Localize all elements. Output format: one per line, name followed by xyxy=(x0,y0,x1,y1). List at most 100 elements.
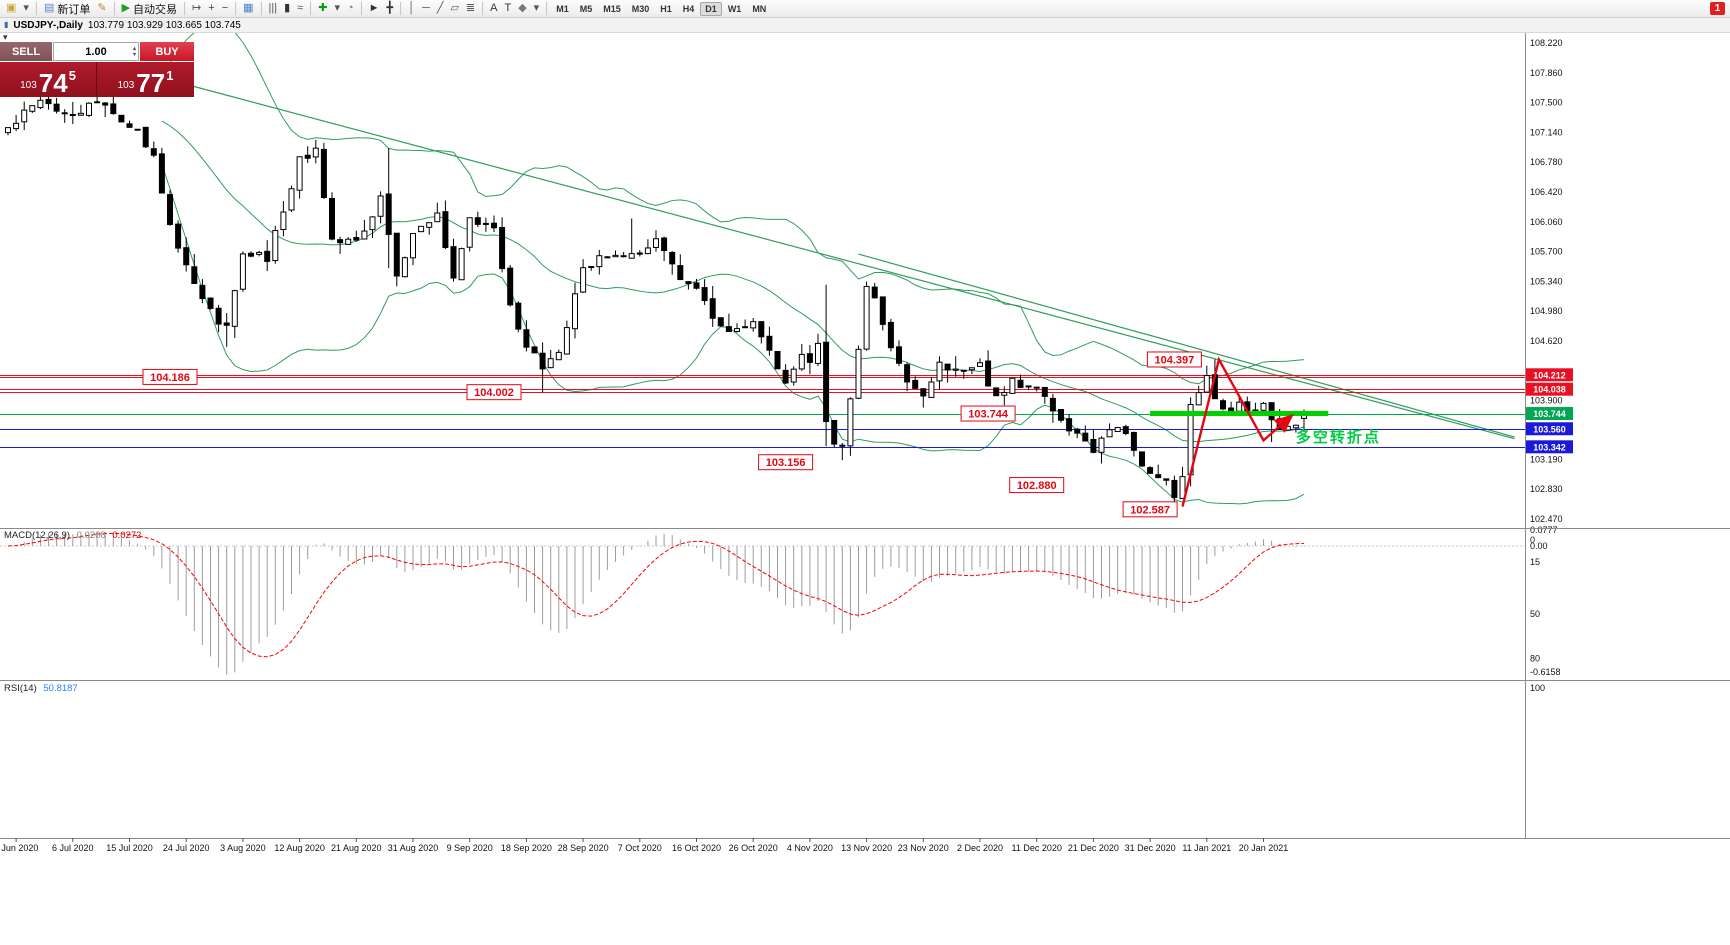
candlestick-chart-icon[interactable]: ▮ xyxy=(281,1,293,16)
tile-windows-icon[interactable]: ▦ xyxy=(240,1,256,16)
price-axis-label: 107.140 xyxy=(1530,127,1563,137)
chart-title: USDJPY-,Daily xyxy=(13,19,83,31)
horizontal-line-icon-glyph: ─ xyxy=(422,2,430,14)
volume-increase-button[interactable]: ▴ xyxy=(132,45,136,52)
timeframe-button-d1[interactable]: D1 xyxy=(700,1,722,16)
toolbar-separator xyxy=(360,2,362,15)
descending-trendline[interactable] xyxy=(858,253,1515,438)
volume-decrease-button[interactable]: ▾ xyxy=(132,51,136,58)
rsi-name: RSI(14) xyxy=(4,683,37,694)
svg-text:104.186: 104.186 xyxy=(150,372,190,384)
toolbar-separator xyxy=(235,2,237,15)
price-flag[interactable]: 103.156 xyxy=(758,454,814,471)
indicators-dropdown-icon[interactable]: ▾ xyxy=(331,1,343,16)
toolbar-separator xyxy=(260,2,262,15)
metaeditor-icon[interactable]: ✎ xyxy=(94,1,109,16)
date-axis-label: 26 Oct 2020 xyxy=(729,843,778,853)
timeframe-button-m30[interactable]: M30 xyxy=(631,3,650,14)
period-dropdown-icon[interactable]: ◔ xyxy=(344,1,357,16)
macd-axis-label: 0.00 xyxy=(1530,541,1548,551)
auto-trading-glyph: ▶ xyxy=(121,2,131,14)
chart-title-bar: ▮ USDJPY-,Daily 103.779 103.929 103.665 … xyxy=(0,18,1730,33)
trendline-icon[interactable]: ╱ xyxy=(434,1,447,16)
indicators-icon[interactable]: ✚ xyxy=(315,1,330,16)
fibonacci-icon[interactable]: ≣ xyxy=(463,1,478,16)
price-path-arrow[interactable] xyxy=(1181,356,1294,507)
price-flag[interactable]: 103.744 xyxy=(960,405,1016,422)
price-flag[interactable]: 104.397 xyxy=(1146,351,1202,368)
price-axis-label: 108.220 xyxy=(1530,38,1563,48)
price-flag[interactable]: 104.186 xyxy=(142,368,198,385)
line-chart-icon[interactable]: ≈ xyxy=(294,1,306,16)
vertical-line-icon[interactable]: │ xyxy=(405,1,418,16)
macd-indicator-label: MACD(12,26,9) 0.0208 0.0272 xyxy=(4,530,141,541)
zoom-out-icon[interactable]: − xyxy=(219,1,231,16)
rsi-value: 50.8187 xyxy=(43,683,78,694)
rsi-indicator xyxy=(0,554,1525,658)
horizontal-line-icon[interactable]: ─ xyxy=(419,1,433,16)
timeframe-button-m1[interactable]: M1 xyxy=(556,3,569,14)
shapes-dropdown-icon[interactable]: ▾ xyxy=(531,1,543,16)
bollinger-upper-band xyxy=(161,33,1305,385)
date-axis-label: 11 Dec 2020 xyxy=(1012,843,1062,853)
price-axis-tag: 103.560 xyxy=(1526,422,1573,436)
price-flag[interactable]: 104.002 xyxy=(466,384,522,401)
scroll-to-end-icon-glyph: ↦ xyxy=(192,2,202,14)
timeframe-button-h1[interactable]: H1 xyxy=(660,3,672,14)
price-flag[interactable]: 102.880 xyxy=(1009,477,1065,494)
ask-big-digits: 77 xyxy=(136,67,166,98)
crosshair-icon[interactable]: ╋ xyxy=(384,1,397,16)
bollinger-middle-band xyxy=(161,120,1305,443)
cursor-icon[interactable]: ► xyxy=(366,1,383,16)
chart-window-icon[interactable]: ▣ xyxy=(3,1,19,16)
timeframe-button-m5[interactable]: M5 xyxy=(579,3,593,14)
buy-button[interactable]: BUY xyxy=(140,42,194,61)
arrows-icon[interactable]: ◆ xyxy=(515,1,529,16)
new-order-button-label: 新订单 xyxy=(57,3,91,16)
toolbar-separator xyxy=(184,2,186,15)
sell-button[interactable]: SELL xyxy=(0,42,52,61)
new-order-button[interactable]: ▤ 新订单 xyxy=(41,1,93,16)
price-axis-label: 106.060 xyxy=(1530,217,1563,227)
chart-dropdown-icon[interactable]: ▾ xyxy=(20,1,32,16)
zoom-in-icon[interactable]: + xyxy=(205,1,217,16)
chart-window-icon-glyph: ▣ xyxy=(6,2,17,14)
toolbar-separator xyxy=(482,2,484,15)
bid-prefix: 103 xyxy=(20,80,37,91)
bid-price-button[interactable]: 103 74 5 xyxy=(0,62,97,97)
date-axis-label: 4 Nov 2020 xyxy=(787,843,833,853)
bar-chart-icon[interactable]: ||| xyxy=(266,1,281,16)
arrows-icon-glyph: ◆ xyxy=(518,2,527,14)
cursor-icon-glyph: ► xyxy=(368,2,380,14)
descending-trendline[interactable] xyxy=(186,83,1515,440)
channel-icon[interactable]: ▱ xyxy=(447,1,461,16)
scroll-to-end-icon[interactable]: ↦ xyxy=(189,1,204,16)
timeframe-button-w1[interactable]: W1 xyxy=(727,3,742,14)
date-axis-label: 16 Oct 2020 xyxy=(672,843,721,853)
price-flag[interactable]: 102.587 xyxy=(1122,501,1178,518)
notification-badge[interactable]: 1 xyxy=(1710,2,1725,15)
turning-point-annotation[interactable]: 多空转折点 xyxy=(1296,428,1381,446)
timeframe-button-mn[interactable]: MN xyxy=(752,3,767,14)
auto-trading-button[interactable]: ▶ 自动交易 xyxy=(119,1,180,16)
label-icon[interactable]: T xyxy=(501,1,514,16)
volume-input[interactable]: 1.00 ▴ ▾ xyxy=(53,42,139,61)
price-axis-label: 105.340 xyxy=(1530,276,1563,286)
date-axis-label: 5 Jun 2020 xyxy=(0,843,38,853)
svg-text:104.212: 104.212 xyxy=(1533,370,1566,380)
text-icon[interactable]: A xyxy=(487,1,500,16)
svg-text:102.587: 102.587 xyxy=(1130,504,1170,516)
date-axis-label: 21 Aug 2020 xyxy=(331,843,382,853)
metaeditor-icon-glyph: ✎ xyxy=(97,2,107,14)
trade-panel-collapse-button[interactable]: ▾ xyxy=(3,32,8,42)
ask-price-button[interactable]: 103 77 1 xyxy=(97,62,194,97)
label-icon-glyph: T xyxy=(504,2,512,14)
price-axis-label: 107.500 xyxy=(1530,98,1563,108)
timeframe-button-m15[interactable]: M15 xyxy=(603,3,621,14)
svg-text:102.880: 102.880 xyxy=(1017,480,1057,492)
timeframe-button-h4[interactable]: H4 xyxy=(682,3,695,14)
bid-pip-digit: 5 xyxy=(68,68,76,83)
date-axis-label: 23 Nov 2020 xyxy=(898,843,949,853)
price-chart[interactable]: 104.186 104.002 103.744 103.156 102.880 102.5… xyxy=(0,33,1730,945)
